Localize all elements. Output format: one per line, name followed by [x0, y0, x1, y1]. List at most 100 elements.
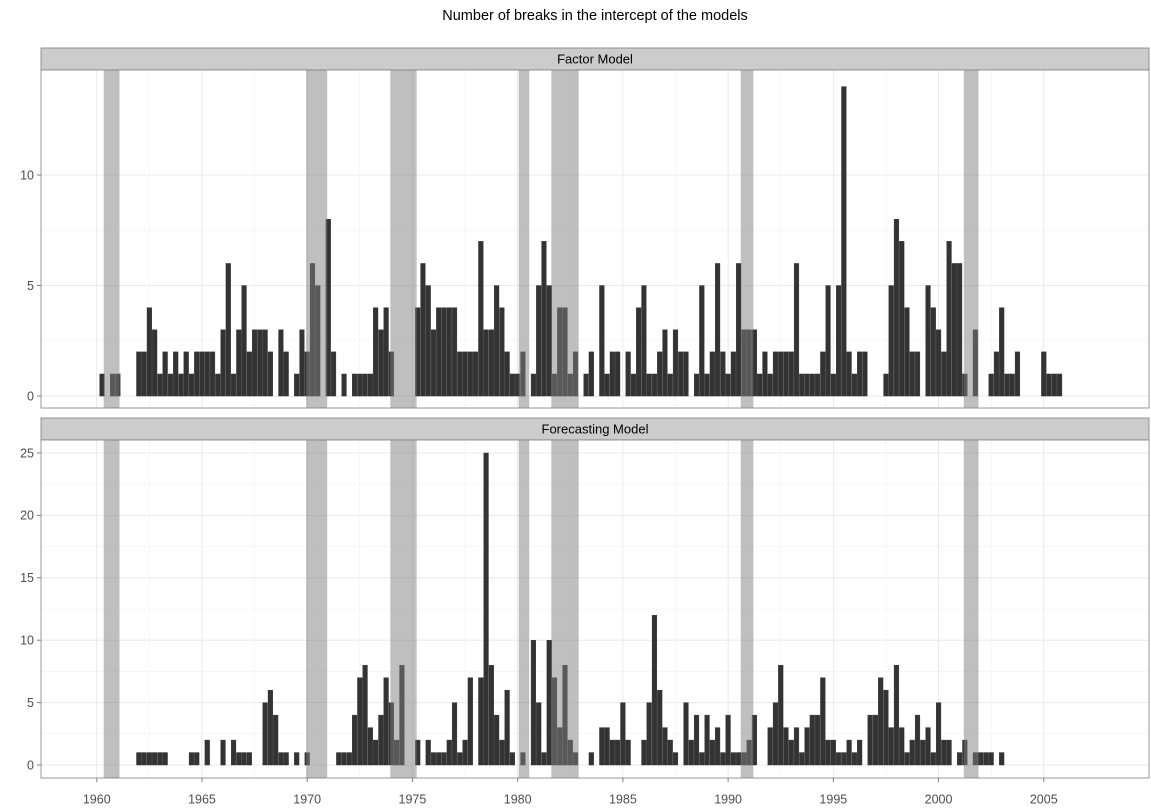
bar — [241, 752, 247, 766]
bar — [162, 351, 168, 397]
bar — [541, 752, 547, 766]
bar — [736, 263, 742, 397]
bar — [978, 752, 984, 766]
bar — [883, 373, 889, 397]
bar — [720, 351, 726, 397]
bar — [830, 373, 836, 397]
bar — [241, 285, 247, 397]
bar — [988, 373, 994, 397]
bar — [820, 351, 826, 397]
bar — [988, 752, 994, 766]
x-tick-label: 1985 — [609, 792, 637, 806]
shaded-period — [306, 70, 328, 408]
bar — [672, 752, 679, 766]
bar — [957, 752, 963, 766]
bar — [836, 752, 842, 766]
bar — [914, 714, 921, 766]
bar — [625, 351, 631, 397]
bar — [809, 373, 815, 397]
bar — [625, 739, 631, 766]
bar — [951, 263, 957, 397]
bar — [367, 373, 373, 397]
bar — [793, 263, 800, 397]
bar — [1009, 373, 1015, 397]
bar — [1041, 351, 1047, 397]
bar — [883, 689, 889, 766]
bar — [351, 373, 358, 397]
bar — [841, 752, 847, 766]
bar — [825, 739, 831, 766]
bar — [99, 373, 105, 397]
bar — [893, 219, 900, 397]
x-tick-label: 1965 — [188, 792, 216, 806]
bar — [788, 739, 794, 766]
bar — [641, 739, 647, 766]
bar — [267, 351, 273, 397]
bar — [504, 689, 510, 766]
bar — [152, 329, 158, 397]
bar — [704, 714, 710, 766]
bar — [736, 752, 742, 766]
shaded-period — [390, 70, 417, 408]
bar — [693, 714, 700, 766]
x-tick-label: 1975 — [399, 792, 427, 806]
bar — [162, 752, 168, 766]
bar — [246, 752, 252, 766]
panel-border — [40, 439, 1150, 779]
bar — [378, 329, 384, 397]
bar — [772, 351, 779, 397]
shaded-period — [963, 440, 979, 778]
bar — [920, 739, 926, 766]
bar — [888, 285, 894, 397]
bar — [925, 285, 931, 397]
bar — [378, 714, 384, 766]
bar — [509, 752, 515, 766]
bar — [283, 752, 289, 766]
bar — [620, 702, 626, 766]
bar — [199, 351, 205, 397]
bar — [530, 373, 537, 397]
bar — [473, 351, 479, 397]
bar — [588, 351, 594, 397]
strip-label: Forecasting Model — [542, 421, 649, 436]
bar — [609, 739, 615, 766]
bar — [367, 727, 373, 766]
bar — [683, 702, 689, 766]
bar — [899, 727, 905, 766]
shaded-period — [518, 440, 530, 778]
bar — [814, 373, 821, 397]
panel-border — [40, 69, 1150, 409]
bar — [194, 752, 200, 766]
bar — [446, 739, 452, 766]
bar — [851, 373, 857, 397]
y-tick-label: 5 — [27, 279, 34, 293]
bar — [730, 752, 736, 766]
bar — [857, 351, 863, 397]
y-tick-label: 10 — [20, 168, 34, 182]
y-tick-label: 25 — [20, 446, 34, 460]
bar — [814, 714, 821, 766]
bar — [357, 373, 363, 397]
bar — [820, 677, 826, 766]
shaded-period — [551, 440, 579, 778]
bar — [246, 351, 252, 397]
bar — [236, 752, 242, 766]
bar — [841, 86, 847, 397]
bar — [362, 664, 368, 766]
bar — [999, 307, 1005, 397]
bar — [609, 351, 615, 397]
shaded-period — [963, 70, 979, 408]
bar — [957, 263, 963, 397]
bar — [173, 351, 179, 397]
bar — [141, 752, 147, 766]
bar — [373, 739, 379, 766]
bar — [509, 373, 515, 397]
shaded-period — [740, 440, 754, 778]
bar — [930, 752, 936, 766]
bar — [615, 739, 621, 766]
bar — [899, 241, 905, 397]
bar — [504, 351, 510, 397]
bar — [167, 373, 173, 397]
bar — [467, 351, 473, 397]
